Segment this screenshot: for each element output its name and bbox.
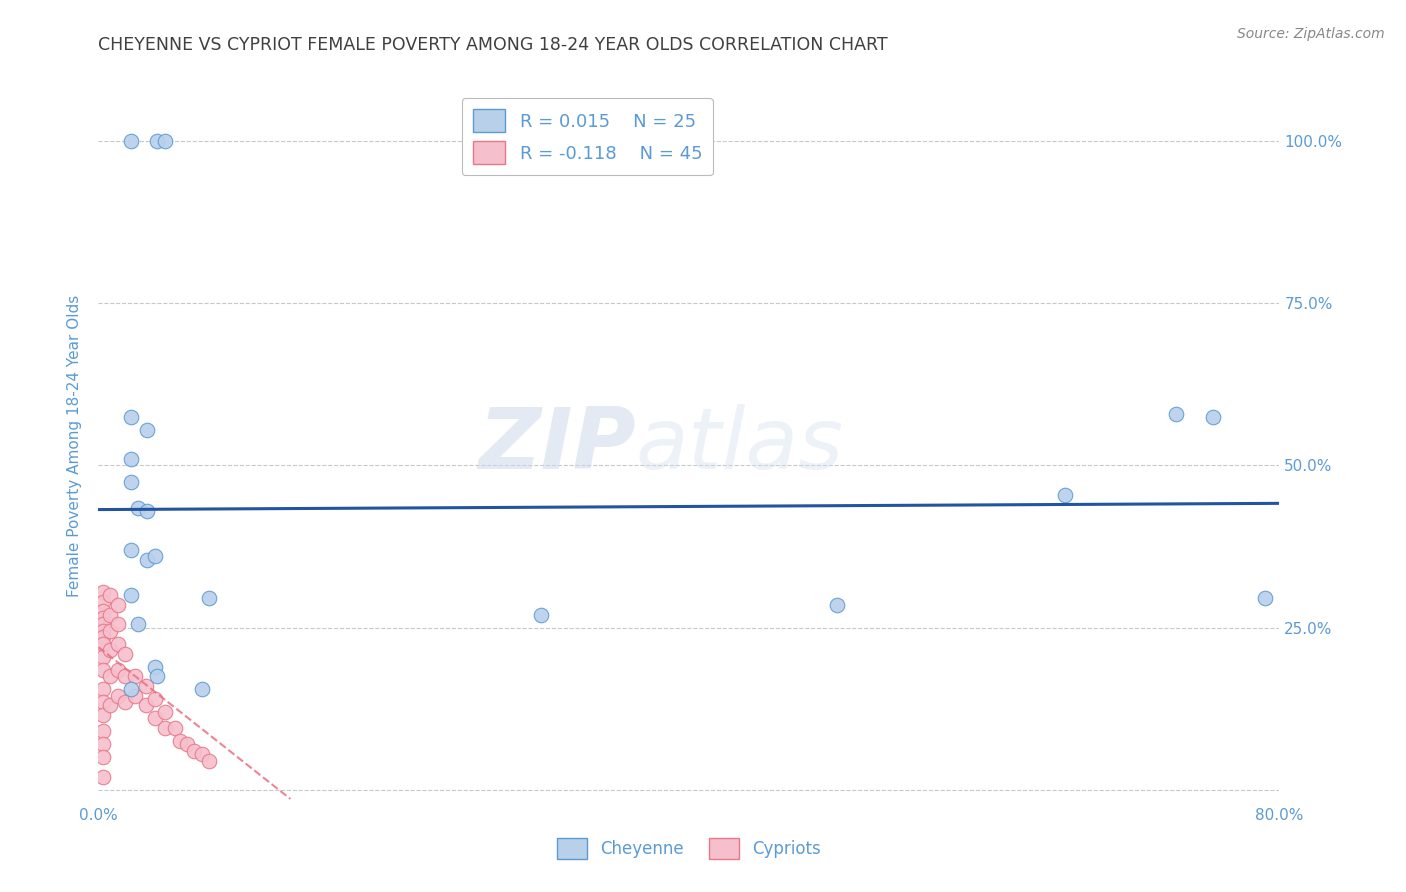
Point	[91, 682, 114, 697]
Point	[143, 711, 166, 725]
Point	[120, 682, 142, 697]
Point	[98, 624, 121, 638]
Point	[107, 663, 129, 677]
Point	[114, 669, 136, 683]
Point	[107, 637, 129, 651]
Point	[107, 617, 129, 632]
Point	[825, 598, 848, 612]
Point	[91, 750, 114, 764]
Point	[120, 542, 142, 557]
Point	[165, 721, 187, 735]
Point	[91, 708, 114, 723]
Point	[169, 734, 191, 748]
Point	[136, 552, 159, 566]
Point	[98, 698, 121, 713]
Point	[153, 134, 176, 148]
Point	[98, 588, 121, 602]
Point	[98, 607, 121, 622]
Point	[124, 689, 146, 703]
Point	[191, 747, 214, 761]
Legend: Cheyenne, Cypriots: Cheyenne, Cypriots	[550, 831, 828, 866]
Point	[124, 669, 146, 683]
Point	[91, 624, 114, 638]
Point	[120, 409, 142, 424]
Point	[120, 588, 142, 602]
Point	[98, 643, 121, 657]
Point	[107, 598, 129, 612]
Point	[91, 724, 114, 739]
Point	[114, 647, 136, 661]
Point	[91, 631, 114, 645]
Point	[146, 669, 169, 683]
Point	[120, 134, 142, 148]
Point	[1254, 591, 1277, 606]
Point	[91, 595, 114, 609]
Point	[198, 591, 221, 606]
Point	[135, 698, 157, 713]
Point	[135, 679, 157, 693]
Point	[183, 744, 205, 758]
Point	[176, 738, 198, 752]
Point	[91, 617, 114, 632]
Point	[91, 663, 114, 677]
Point	[136, 423, 159, 437]
Point	[143, 549, 166, 564]
Point	[91, 695, 114, 709]
Point	[530, 607, 553, 622]
Point	[143, 659, 166, 673]
Text: ZIP: ZIP	[478, 404, 636, 488]
Point	[107, 689, 129, 703]
Point	[91, 738, 114, 752]
Point	[146, 134, 169, 148]
Point	[120, 475, 142, 489]
Point	[91, 637, 114, 651]
Point	[153, 721, 176, 735]
Text: atlas: atlas	[636, 404, 844, 488]
Point	[114, 695, 136, 709]
Point	[191, 682, 214, 697]
Point	[127, 500, 149, 515]
Point	[120, 452, 142, 467]
Point	[1054, 488, 1077, 502]
Point	[127, 617, 149, 632]
Point	[1202, 409, 1225, 424]
Point	[198, 754, 221, 768]
Point	[91, 611, 114, 625]
Text: Source: ZipAtlas.com: Source: ZipAtlas.com	[1237, 27, 1385, 41]
Point	[143, 692, 166, 706]
Point	[91, 585, 114, 599]
Text: CHEYENNE VS CYPRIOT FEMALE POVERTY AMONG 18-24 YEAR OLDS CORRELATION CHART: CHEYENNE VS CYPRIOT FEMALE POVERTY AMONG…	[98, 36, 889, 54]
Point	[1166, 407, 1188, 421]
Point	[136, 504, 159, 518]
Point	[153, 705, 176, 719]
Point	[98, 669, 121, 683]
Point	[91, 604, 114, 618]
Point	[91, 649, 114, 664]
Y-axis label: Female Poverty Among 18-24 Year Olds: Female Poverty Among 18-24 Year Olds	[67, 295, 83, 597]
Point	[91, 770, 114, 784]
